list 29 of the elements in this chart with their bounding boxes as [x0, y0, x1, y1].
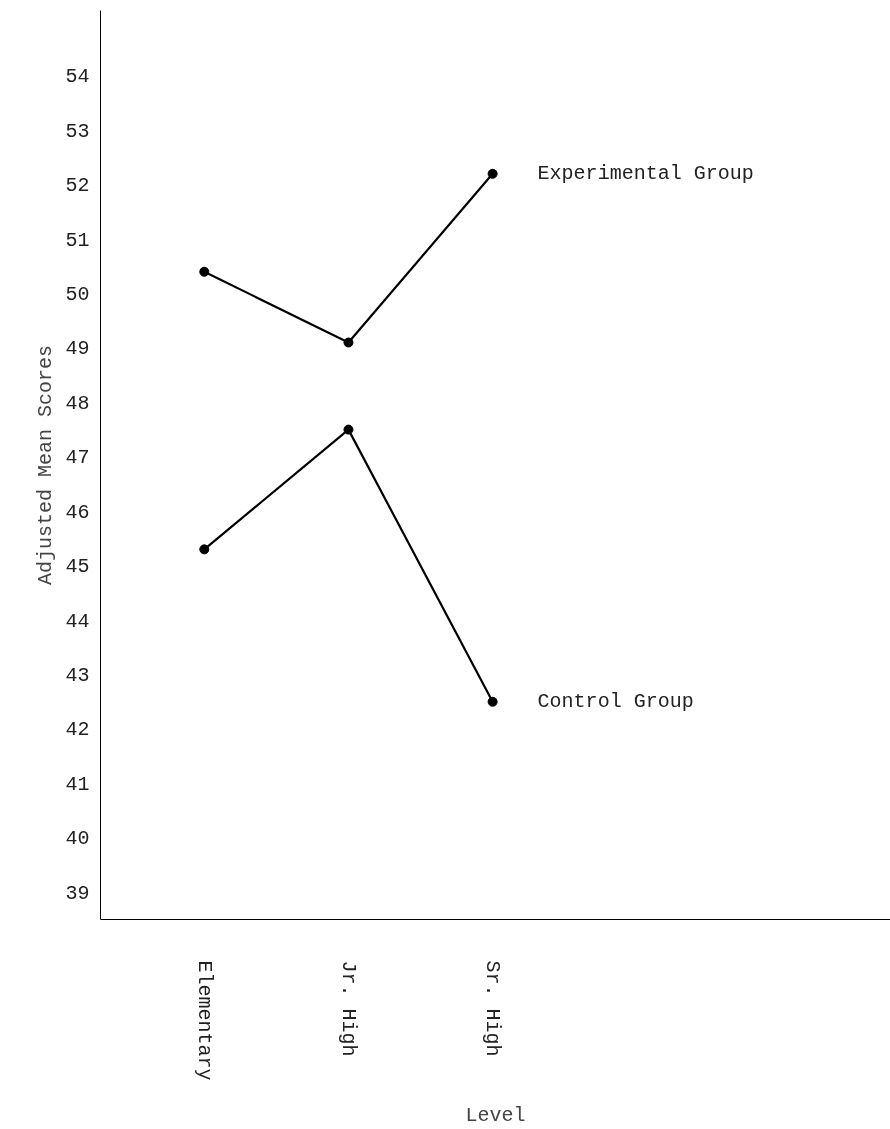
- point: [343, 424, 354, 435]
- y-tick-label: 43: [65, 664, 90, 688]
- y-tick-label: 41: [65, 772, 90, 796]
- y-tick-label: 48: [65, 391, 90, 415]
- x-tick-label: Elementary: [192, 960, 216, 1081]
- x-tick-label: Sr. High: [481, 960, 505, 1057]
- y-tick-label: 47: [65, 446, 90, 470]
- text: Control Group: [537, 690, 694, 714]
- y-tick-label: 44: [65, 609, 90, 633]
- y-tick-label: 46: [65, 500, 90, 524]
- point: [487, 168, 498, 179]
- y-tick-label: 51: [65, 228, 90, 252]
- y-tick-label: 39: [65, 881, 90, 905]
- y-axis-title: Adjusted Mean Scores: [34, 344, 58, 586]
- y-tick-label: 52: [65, 174, 90, 198]
- y-tick-label: 49: [65, 337, 90, 361]
- point: [343, 337, 354, 348]
- point: [487, 696, 498, 707]
- x-tick-label: Jr. High: [336, 960, 360, 1057]
- y-tick-label: 42: [65, 718, 90, 742]
- y-tick-label: 50: [65, 283, 90, 307]
- y-tick-label: 45: [65, 555, 90, 579]
- point: [199, 266, 210, 277]
- x-axis-title: Level: [465, 1103, 526, 1127]
- point: [199, 544, 210, 555]
- y-tick-label: 40: [65, 827, 90, 851]
- text: Experimental Group: [537, 162, 754, 186]
- y-tick-label: 54: [65, 65, 90, 89]
- y-tick-label: 53: [65, 119, 90, 143]
